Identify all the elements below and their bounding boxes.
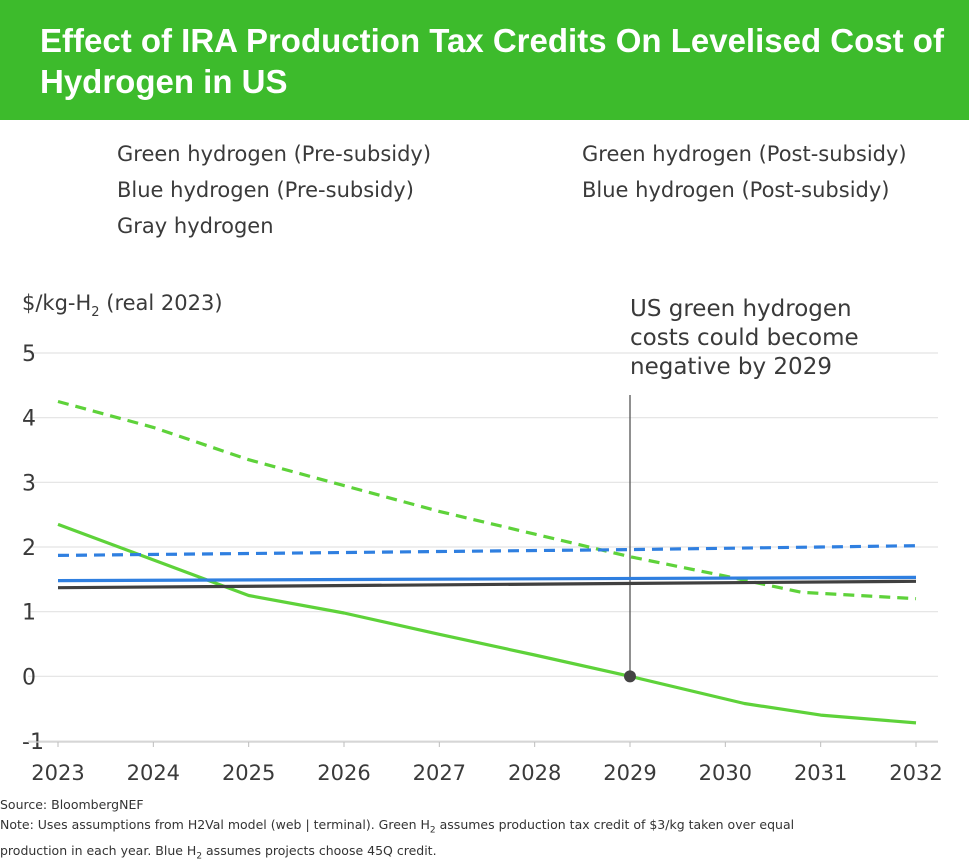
annotation-text: costs could become (630, 325, 859, 351)
series-line-gray-hydrogen (58, 581, 916, 587)
legend-label: Blue hydrogen (Post-subsidy) (582, 178, 889, 202)
x-tick-label: 2032 (889, 761, 942, 785)
chart-title: Effect of IRA Production Tax Credits On … (40, 20, 950, 102)
annotation-point (624, 670, 636, 682)
y-tick-label: 4 (22, 407, 36, 432)
annotation-text: US green hydrogen (630, 296, 852, 322)
y-tick-label: 3 (22, 471, 36, 496)
legend-label: Green hydrogen (Post-subsidy) (582, 142, 907, 166)
y-tick-label: 0 (22, 665, 36, 690)
x-tick-label: 2025 (222, 761, 275, 785)
x-tick-label: 2031 (794, 761, 847, 785)
x-tick-label: 2028 (508, 761, 561, 785)
legend-label: Green hydrogen (Pre-subsidy) (117, 142, 431, 166)
source-text: Source: BloombergNEF (0, 795, 960, 815)
legend-label: Blue hydrogen (Pre-subsidy) (117, 178, 414, 202)
x-tick-label: 2030 (699, 761, 752, 785)
x-tick-label: 2024 (127, 761, 180, 785)
footer: Source: BloombergNEF Note: Uses assumpti… (0, 795, 960, 866)
y-tick-label: 5 (22, 342, 36, 367)
x-tick-label: 2027 (413, 761, 466, 785)
note-line-1: Note: Uses assumptions from H2Val model … (0, 815, 960, 841)
series-line-blue-hydrogen-post-subsidy (58, 577, 916, 580)
x-tick-label: 2029 (603, 761, 656, 785)
series-line-green-hydrogen-pre-subsidy (58, 402, 916, 599)
annotation-text: negative by 2029 (630, 354, 832, 380)
y-axis-title: $/kg-H2 (real 2023) (22, 291, 223, 320)
x-tick-label: 2026 (317, 761, 370, 785)
y-tick-label: 2 (22, 536, 36, 561)
header-banner: Effect of IRA Production Tax Credits On … (0, 0, 969, 120)
x-tick-label: 2023 (31, 761, 84, 785)
note-line-2: production in each year. Blue H2 assumes… (0, 841, 960, 866)
legend-label: Gray hydrogen (117, 214, 274, 238)
legend: Green hydrogen (Pre-subsidy) Green hydro… (0, 140, 969, 250)
y-tick-label: 1 (22, 601, 36, 626)
